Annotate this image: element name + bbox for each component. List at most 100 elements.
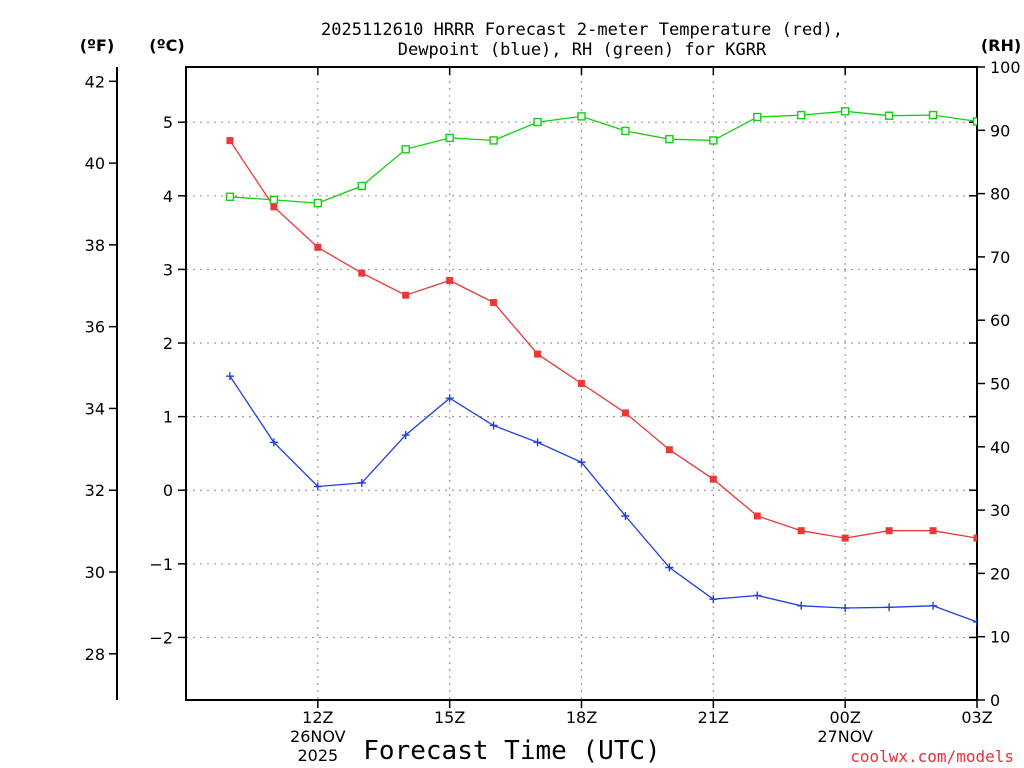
fahrenheit-unit-label: (ºF) (80, 36, 115, 55)
data-point-temperature (929, 527, 937, 535)
data-point-dewpoint (401, 431, 410, 440)
celsius-tick-label: 0 (163, 481, 173, 500)
x-tick-label: 15Z (434, 708, 465, 727)
data-point-temperature (534, 350, 542, 358)
data-point-rh (665, 134, 674, 144)
rh-unit-label: (RH) (981, 36, 1021, 55)
rh-tick-label: 90 (990, 121, 1010, 140)
rh-tick-label: 0 (990, 691, 1000, 710)
data-point-temperature (797, 527, 805, 535)
data-point-temperature (402, 291, 410, 299)
x-tick-label: 00Z (830, 708, 861, 727)
data-point-rh (928, 110, 938, 120)
data-point-temperature (226, 137, 234, 145)
data-point-dewpoint (577, 458, 586, 467)
x-axis-title: Forecast Time (UTC) (363, 736, 660, 766)
data-point-rh (357, 181, 366, 191)
data-point-rh (269, 195, 279, 205)
data-point-temperature (490, 299, 498, 307)
chart-title-line2: Dewpoint (blue), RH (green) for KGRR (398, 40, 767, 60)
data-point-dewpoint (885, 603, 894, 612)
x-tick-year: 2025 (297, 746, 338, 765)
data-point-rh (1017, 115, 1024, 122)
rh-tick-label: 100 (990, 58, 1021, 77)
rh-tick-label: 10 (990, 628, 1010, 647)
x-tick-label: 12Z (302, 708, 333, 727)
fahrenheit-tick-label: 32 (85, 481, 105, 500)
data-point-temperature (885, 527, 893, 535)
data-point-rh (401, 145, 410, 154)
rh-tick-label: 60 (990, 311, 1010, 330)
rh-tick-label: 70 (990, 248, 1010, 267)
data-point-dewpoint (797, 601, 806, 610)
data-point-temperature (314, 243, 322, 251)
data-point-rh (884, 111, 894, 120)
data-point-dewpoint (313, 482, 322, 491)
x-tick-label: 03Z (961, 708, 992, 727)
data-point-rh (225, 192, 235, 201)
series-dewpoint (225, 372, 1024, 631)
celsius-unit-label: (ºC) (149, 36, 184, 55)
celsius-tick-label: −2 (149, 628, 173, 647)
data-point-temperature (578, 380, 585, 387)
data-point-rh (753, 112, 762, 122)
x-tick-label: 18Z (566, 708, 597, 727)
fahrenheit-tick-label: 28 (85, 645, 105, 664)
data-point-rh (313, 198, 323, 208)
data-point-temperature (841, 534, 849, 542)
data-point-dewpoint (533, 438, 542, 447)
x-tick-label: 21Z (698, 708, 729, 727)
celsius-tick-label: 1 (163, 408, 173, 427)
data-point-dewpoint (753, 591, 762, 600)
data-point-rh (621, 126, 630, 136)
data-point-dewpoint (269, 438, 278, 447)
data-point-rh (445, 133, 454, 143)
fahrenheit-tick-label: 40 (85, 154, 105, 173)
data-point-rh (533, 117, 542, 127)
fahrenheit-tick-label: 38 (85, 236, 105, 255)
data-point-temperature (973, 534, 977, 542)
data-point-rh (797, 110, 806, 120)
data-point-rh (840, 107, 850, 116)
celsius-tick-label: −1 (149, 555, 173, 574)
fahrenheit-tick-label: 30 (85, 563, 105, 582)
rh-tick-label: 30 (990, 501, 1010, 520)
data-point-rh (972, 117, 977, 126)
rh-tick-label: 40 (990, 438, 1010, 457)
data-point-dewpoint (709, 595, 718, 604)
axes: 543210−1−2424038363432302810090807060504… (85, 58, 1021, 765)
fahrenheit-tick-label: 36 (85, 318, 105, 337)
fahrenheit-tick-label: 42 (85, 72, 105, 91)
chart-title: 2025112610 HRRR Forecast 2-meter Tempera… (321, 20, 843, 40)
rh-tick-label: 50 (990, 375, 1010, 394)
data-point-temperature (1017, 542, 1024, 549)
data-point-dewpoint (973, 617, 977, 626)
data-point-temperature (753, 512, 761, 520)
x-tick-date: 27NOV (817, 727, 873, 746)
data-point-rh (489, 136, 498, 145)
series-2-meter-temperature (226, 137, 1024, 549)
data-point-rh (709, 136, 718, 145)
data-point-temperature (358, 269, 366, 277)
rh-tick-label: 20 (990, 564, 1010, 583)
data-point-dewpoint (841, 603, 850, 612)
data-point-dewpoint (225, 372, 234, 381)
data-point-temperature (621, 409, 629, 417)
data-point-dewpoint (489, 421, 498, 430)
data-point-temperature (446, 276, 454, 284)
data-point-dewpoint (357, 478, 366, 487)
celsius-tick-label: 5 (163, 113, 173, 132)
series-rh (225, 107, 1024, 208)
data-point-temperature (709, 475, 717, 483)
data-point-dewpoint (621, 511, 630, 520)
celsius-tick-label: 3 (163, 260, 173, 279)
data-point-dewpoint (665, 563, 674, 572)
celsius-tick-label: 4 (163, 187, 173, 206)
data-point-dewpoint (445, 394, 454, 403)
series-line (229, 110, 977, 204)
credit-label: coolwx.com/models (850, 747, 1014, 766)
data-point-dewpoint (1017, 623, 1024, 631)
fahrenheit-tick-label: 34 (85, 399, 105, 418)
data-point-temperature (665, 446, 673, 454)
